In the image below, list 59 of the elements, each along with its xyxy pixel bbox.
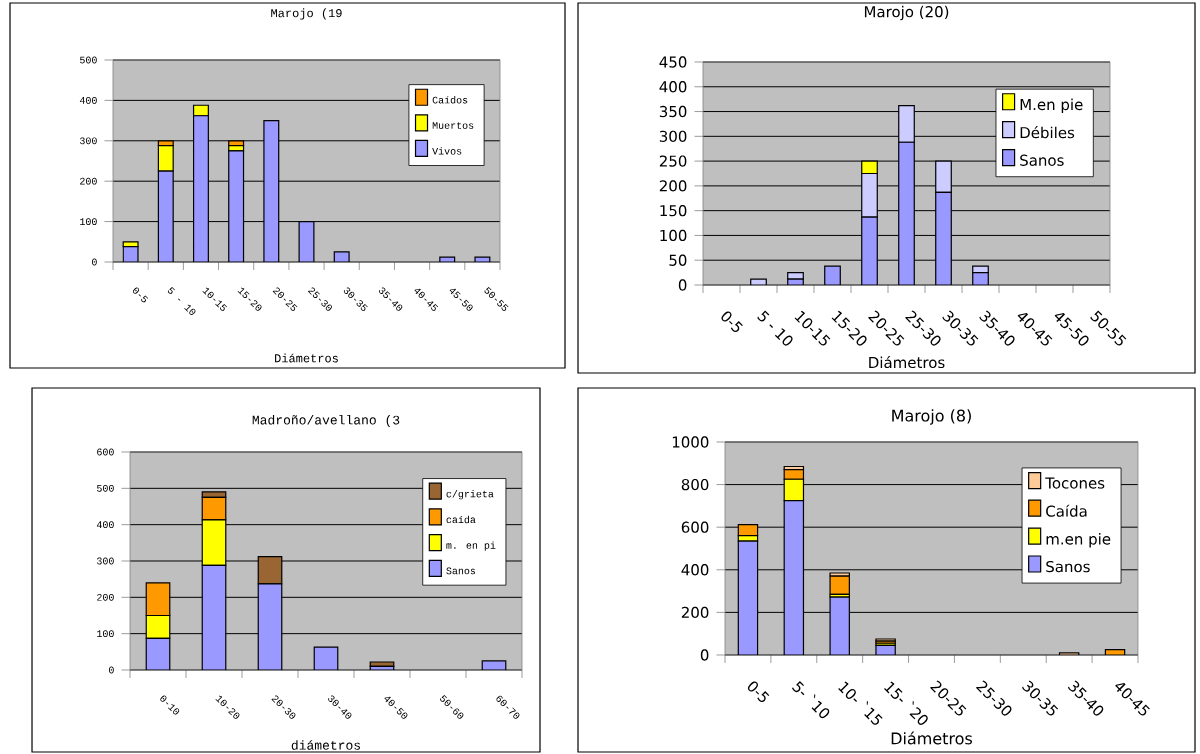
y-tick-label: 50 [669,254,687,266]
y-tick-label: 0 [678,279,687,291]
x-tick-label: 5- `10 [792,681,830,719]
y-tick-label: 500 [97,484,114,492]
y-tick-label: 100 [97,630,114,638]
y-tick-label: 100 [660,229,687,242]
y-tick-label: 0 [109,666,114,674]
y-tick-label: 200 [80,177,97,185]
x-axis-title: Diámetros [275,353,338,363]
legend-label: m.en pie [1046,533,1111,548]
x-axis-title: Diámetros [891,731,973,745]
x-tick-label: 0-5 [132,287,149,303]
x-axis-title: diámetros [291,740,361,750]
legend-label: m. en pi [446,541,496,551]
y-tick-label: 0 [92,258,97,266]
x-tick-label: 0-5 [747,681,770,703]
x-tick-label: 5 - 10 [757,310,793,346]
legend-label: M.en pie [1020,98,1083,114]
legend-label: Débiles [1020,126,1075,139]
x-tick-label: 0-5 [721,311,743,333]
y-tick-label: 400 [79,97,97,104]
y-tick-label: 400 [96,521,114,529]
y-tick-label: 400 [681,564,709,576]
y-tick-label: 150 [660,204,687,217]
y-tick-label: 600 [97,448,114,456]
y-tick-label: 0 [700,649,709,661]
legend-label: caída [446,515,476,524]
y-tick-label: 300 [97,557,114,565]
chart-title: Marojo (20) [864,5,949,21]
y-tick-label: 200 [681,606,709,619]
legend-label: Caída [1046,504,1087,517]
x-tick-label: 10- `15 [838,681,883,725]
y-tick-label: 200 [659,180,687,192]
y-tick-label: 350 [659,105,687,118]
chart-title: Madroño/avellano (3 [252,414,400,428]
legend-label: Sanos [1046,560,1090,573]
y-tick-label: 300 [80,137,97,145]
y-tick-label: 100 [80,218,97,225]
legend-label: Muertos [432,122,474,129]
legend-label: Tocones [1045,477,1105,489]
legend-label: Sanos [1020,154,1064,166]
y-tick-label: 800 [681,478,709,491]
chart-title: Marojo (19 [271,8,342,20]
legend-label: Vivos [432,147,462,155]
x-axis-title: Diámetros [869,355,945,369]
x-tick-label: 5 - 10 [167,287,196,315]
y-tick-label: 200 [97,593,114,601]
y-tick-label: 1000 [672,436,709,448]
legend-label: Caídos [432,96,468,104]
chart-title: Marojo (8) [892,409,971,425]
y-tick-label: 400 [659,81,687,93]
x-tick-label: 15- `20 [884,681,928,725]
legend-label: c/grieta [446,490,494,500]
y-tick-label: 300 [659,130,687,142]
y-tick-label: 500 [80,56,97,64]
y-tick-label: 450 [659,56,687,68]
legend-label: Sanos [446,567,476,575]
y-tick-label: 250 [659,155,687,167]
y-tick-label: 600 [681,521,709,533]
